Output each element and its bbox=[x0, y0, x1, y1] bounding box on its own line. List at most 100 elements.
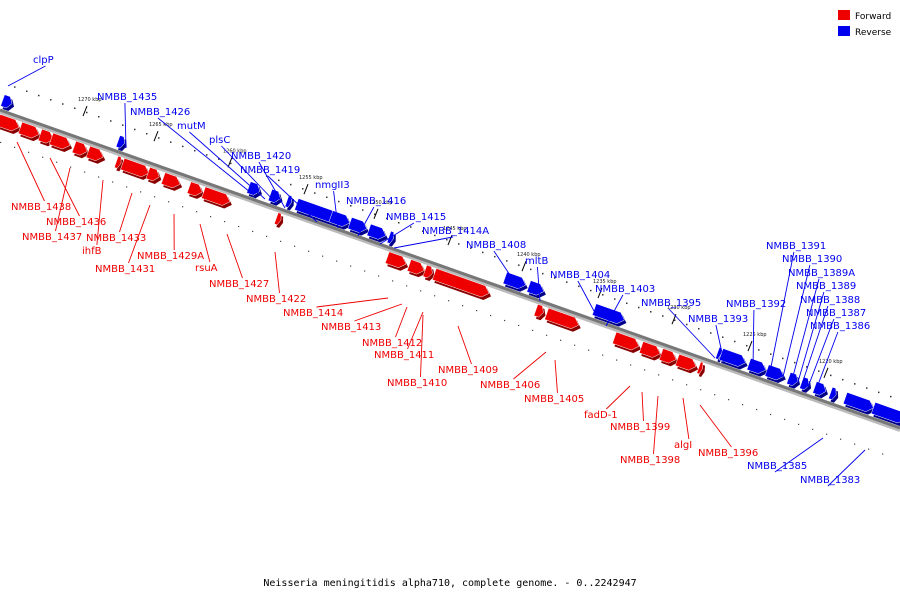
forward-leader bbox=[513, 352, 546, 379]
gene-label-nmbb-1399: NMBB_1399 bbox=[610, 422, 670, 433]
lower-dot bbox=[812, 429, 813, 430]
tick-dot bbox=[578, 286, 580, 288]
lower-dot bbox=[322, 256, 323, 257]
gene-label-nmbb-1408: NMBB_1408 bbox=[466, 240, 526, 251]
tick-dot bbox=[710, 332, 712, 334]
tick-dot bbox=[650, 311, 652, 313]
gene-label-nmbb-1395: NMBB_1395 bbox=[641, 298, 701, 309]
lower-dot bbox=[742, 404, 743, 405]
tick-dot bbox=[506, 260, 508, 262]
gene-label-nmbb-1429a: NMBB_1429A bbox=[137, 251, 204, 262]
lower-dot bbox=[56, 162, 57, 163]
lower-dot bbox=[476, 310, 477, 311]
forward-leader bbox=[316, 298, 388, 307]
lower-dot bbox=[14, 147, 15, 148]
gene-label-nmbb-1426: NMBB_1426 bbox=[130, 107, 190, 118]
lower-dot bbox=[336, 261, 337, 262]
lower-dot bbox=[392, 280, 393, 281]
gene-label-nmbb-1393: NMBB_1393 bbox=[688, 314, 748, 325]
tick-dot bbox=[326, 197, 328, 199]
lower-dot bbox=[504, 320, 505, 321]
forward-leader bbox=[458, 326, 471, 364]
lower-dot bbox=[224, 221, 225, 222]
gene-label-nmbb-1435: NMBB_1435 bbox=[97, 92, 157, 103]
reverse-leader bbox=[394, 237, 453, 248]
lower-dot bbox=[98, 176, 99, 177]
gene-label-nmgii3: nmgII3 bbox=[315, 180, 350, 191]
tick-dot bbox=[38, 95, 40, 97]
reverse-gene bbox=[285, 195, 294, 210]
lower-dot bbox=[714, 394, 715, 395]
tick-dot bbox=[50, 99, 52, 101]
lower-dot bbox=[308, 251, 309, 252]
tick-dot bbox=[158, 137, 160, 139]
reverse-gene bbox=[116, 135, 127, 151]
gene-label-nmbb-1409: NMBB_1409 bbox=[438, 365, 498, 376]
gene-label-plsc: plsC bbox=[209, 135, 230, 146]
lower-dot bbox=[700, 389, 701, 390]
lower-dot bbox=[112, 181, 113, 182]
lower-dot bbox=[84, 171, 85, 172]
gene-label-nmbb-1411: NMBB_1411 bbox=[374, 350, 434, 361]
lower-dot bbox=[770, 414, 771, 415]
tick-dot bbox=[530, 269, 532, 271]
lower-dot bbox=[672, 379, 673, 380]
lower-dot bbox=[826, 434, 827, 435]
gene-label-nmbb-1389a: NMBB_1389A bbox=[788, 268, 855, 279]
tick-dot bbox=[410, 226, 412, 228]
tick-dot bbox=[98, 116, 100, 118]
gene-label-nmbb-1398: NMBB_1398 bbox=[620, 455, 680, 466]
tick-dot bbox=[314, 192, 316, 194]
reverse-gene-body bbox=[527, 281, 544, 296]
tick-dot bbox=[122, 124, 124, 126]
tick-dot bbox=[842, 379, 844, 381]
lower-dot bbox=[854, 444, 855, 445]
gene-label-nmbb-1437: NMBB_1437 bbox=[22, 232, 82, 243]
tick-dot bbox=[854, 383, 856, 385]
tick-dot bbox=[626, 303, 628, 305]
forward-gene bbox=[534, 304, 546, 320]
lower-dot bbox=[420, 290, 421, 291]
lower-dot bbox=[238, 226, 239, 227]
gene-label-nmbb-1416: NMBB_1416 bbox=[346, 196, 406, 207]
gene-label-mutm: mutM bbox=[177, 121, 206, 132]
forward-leader bbox=[17, 142, 44, 201]
forward-leader bbox=[354, 304, 402, 321]
gene-label-nmbb-1406: NMBB_1406 bbox=[480, 380, 540, 391]
tick-dot bbox=[662, 315, 664, 317]
lower-dot bbox=[686, 384, 687, 385]
tick-dot bbox=[758, 349, 760, 351]
forward-leader bbox=[683, 398, 689, 439]
gene-label-ihfb: ihfB bbox=[82, 246, 102, 257]
tick-dot bbox=[338, 201, 340, 203]
gene-label-rsua: rsuA bbox=[195, 263, 218, 274]
genome-caption: Neisseria meningitidis alpha710, complet… bbox=[0, 578, 900, 589]
reverse-gene bbox=[829, 387, 839, 403]
tick-dot bbox=[302, 188, 304, 190]
tick-dot bbox=[74, 108, 76, 110]
lower-dot bbox=[0, 142, 1, 143]
gene-label-nmbb-1388: NMBB_1388 bbox=[800, 295, 860, 306]
gene-label-nmbb-1385: NMBB_1385 bbox=[747, 461, 807, 472]
tick-dot bbox=[170, 141, 172, 143]
gene-label-fadd-1: fadD-1 bbox=[584, 410, 618, 421]
lower-dot bbox=[42, 157, 43, 158]
legend-swatch-forward bbox=[838, 10, 850, 20]
lower-dot bbox=[728, 399, 729, 400]
tick-dot bbox=[194, 150, 196, 152]
tick-label: 1225 kbp bbox=[743, 332, 767, 338]
lower-dot bbox=[644, 369, 645, 370]
lower-dot bbox=[588, 350, 589, 351]
lower-dot bbox=[266, 236, 267, 237]
gene-label-nmbb-1396: NMBB_1396 bbox=[698, 448, 758, 459]
lower-dot bbox=[630, 364, 631, 365]
gene-label-nmbb-1436: NMBB_1436 bbox=[46, 217, 106, 228]
lower-dot bbox=[602, 355, 603, 356]
reverse-leader bbox=[578, 281, 594, 311]
gene-label-nmbb-1389: NMBB_1389 bbox=[796, 281, 856, 292]
forward-leader bbox=[395, 307, 407, 337]
lower-dot bbox=[28, 152, 29, 153]
tick-dot bbox=[518, 264, 520, 266]
